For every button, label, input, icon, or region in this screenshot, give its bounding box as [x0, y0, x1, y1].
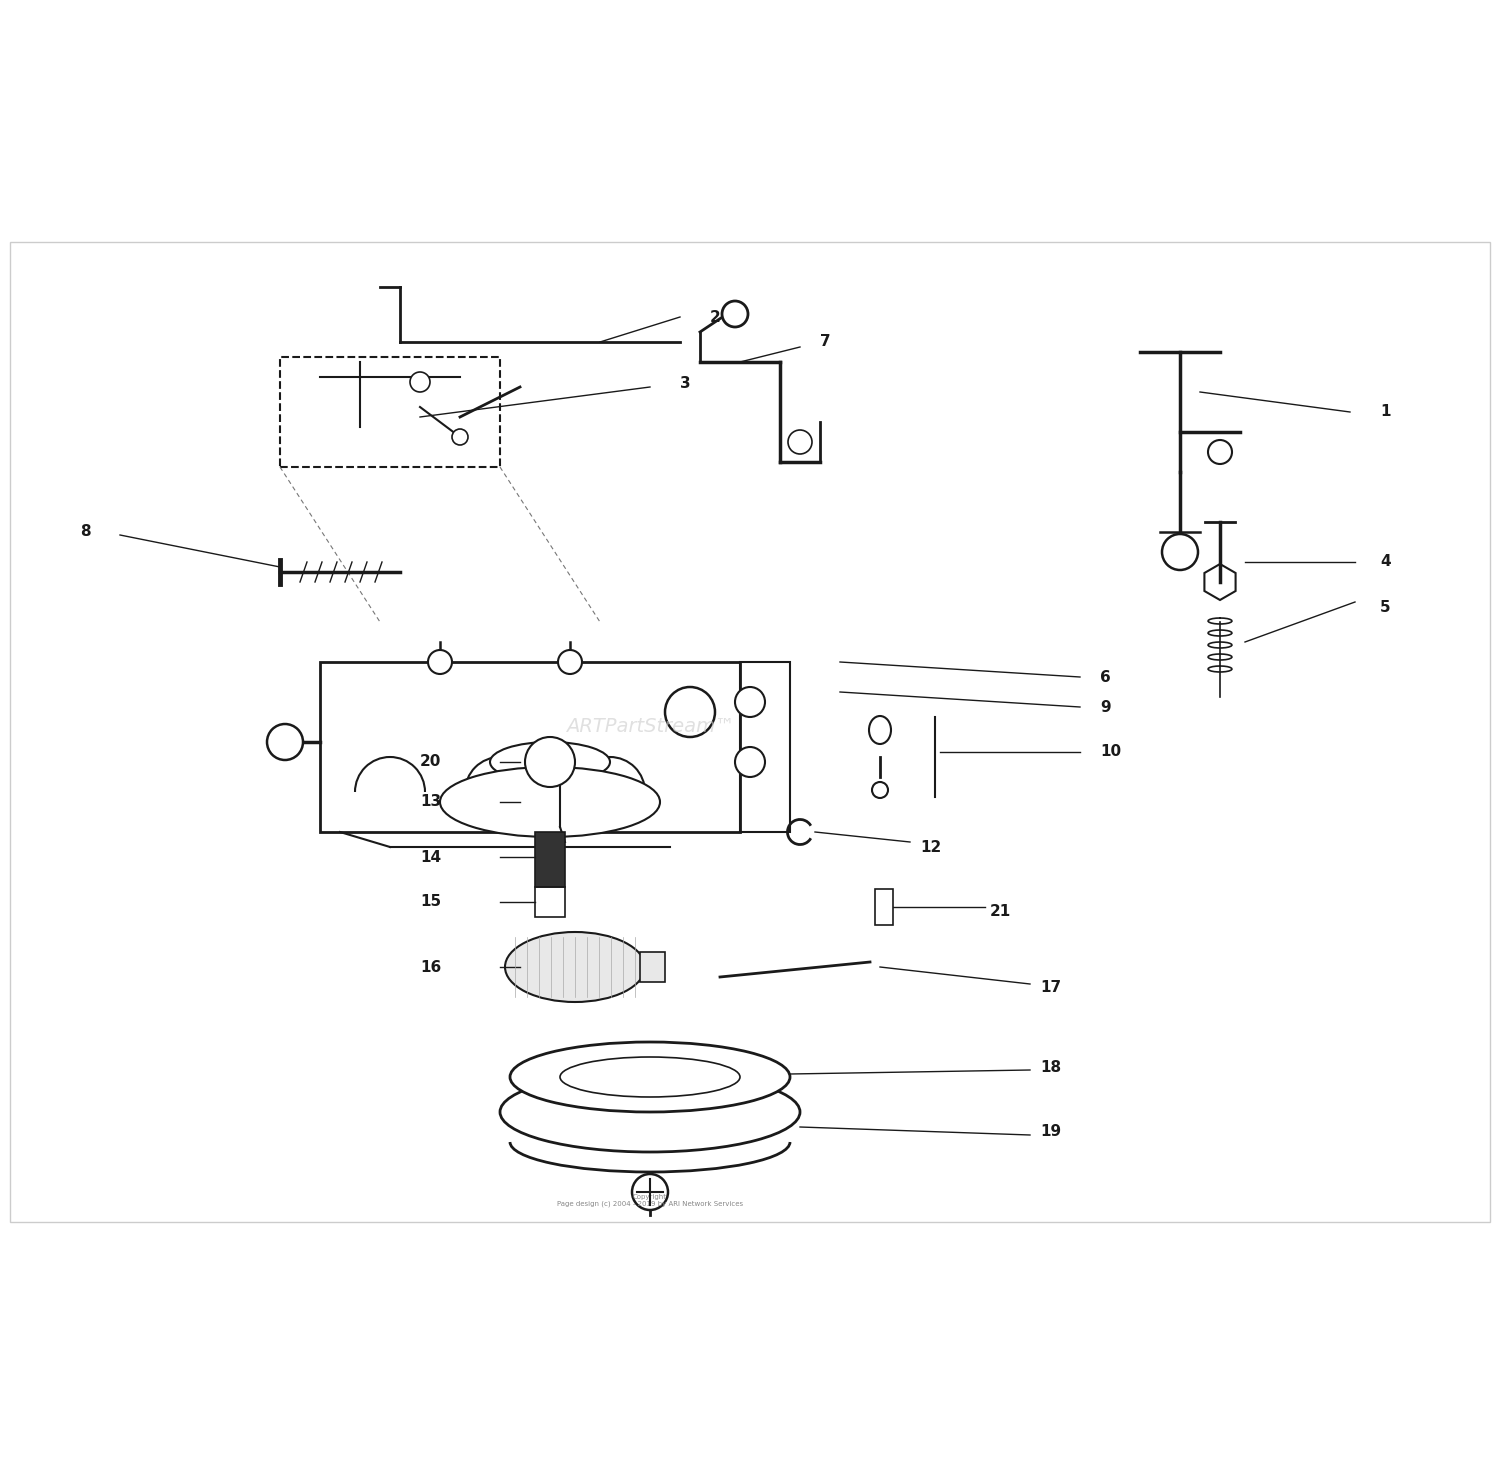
- Circle shape: [427, 650, 451, 673]
- Text: 5: 5: [1380, 599, 1390, 615]
- Text: 16: 16: [420, 959, 441, 975]
- Text: 8: 8: [80, 524, 90, 540]
- Text: 1: 1: [1380, 404, 1390, 420]
- Text: ARTPartStream™: ARTPartStream™: [566, 717, 735, 736]
- Bar: [874, 889, 892, 925]
- Circle shape: [735, 747, 765, 777]
- Circle shape: [558, 650, 582, 673]
- Bar: [320, 662, 740, 832]
- Text: 21: 21: [990, 905, 1011, 919]
- Text: 14: 14: [420, 849, 441, 865]
- Text: 15: 15: [420, 895, 441, 909]
- Circle shape: [267, 725, 303, 760]
- Text: 20: 20: [420, 754, 441, 770]
- Circle shape: [788, 430, 812, 454]
- Text: 13: 13: [420, 795, 441, 810]
- Text: 10: 10: [1100, 745, 1120, 760]
- Text: 12: 12: [920, 839, 942, 855]
- Bar: [740, 662, 790, 832]
- Ellipse shape: [506, 933, 645, 1001]
- Circle shape: [722, 302, 748, 326]
- Circle shape: [664, 687, 716, 736]
- Bar: [640, 952, 664, 982]
- Text: 4: 4: [1380, 555, 1390, 569]
- Text: Copyright
Page design (c) 2004 - 2019 by ARI Network Services: Copyright Page design (c) 2004 - 2019 by…: [556, 1193, 742, 1206]
- Text: 17: 17: [1040, 979, 1060, 994]
- Text: 6: 6: [1100, 669, 1110, 685]
- Circle shape: [410, 372, 430, 392]
- Circle shape: [1162, 534, 1198, 569]
- Bar: [536, 832, 566, 887]
- Ellipse shape: [560, 1057, 740, 1097]
- Circle shape: [871, 782, 888, 798]
- Text: 7: 7: [821, 334, 831, 350]
- Circle shape: [735, 687, 765, 717]
- Ellipse shape: [500, 1072, 800, 1152]
- Circle shape: [525, 736, 574, 788]
- Circle shape: [452, 429, 468, 445]
- Text: 3: 3: [680, 376, 690, 391]
- Ellipse shape: [868, 716, 891, 744]
- Text: 2: 2: [710, 309, 720, 325]
- Ellipse shape: [490, 742, 610, 782]
- Text: 18: 18: [1040, 1060, 1060, 1075]
- Bar: [280, 357, 500, 467]
- Text: 9: 9: [1100, 700, 1110, 714]
- Ellipse shape: [440, 767, 660, 837]
- Ellipse shape: [510, 1042, 790, 1113]
- Circle shape: [632, 1174, 668, 1211]
- Bar: [536, 887, 566, 916]
- Circle shape: [1208, 441, 1231, 464]
- Text: 19: 19: [1040, 1124, 1060, 1139]
